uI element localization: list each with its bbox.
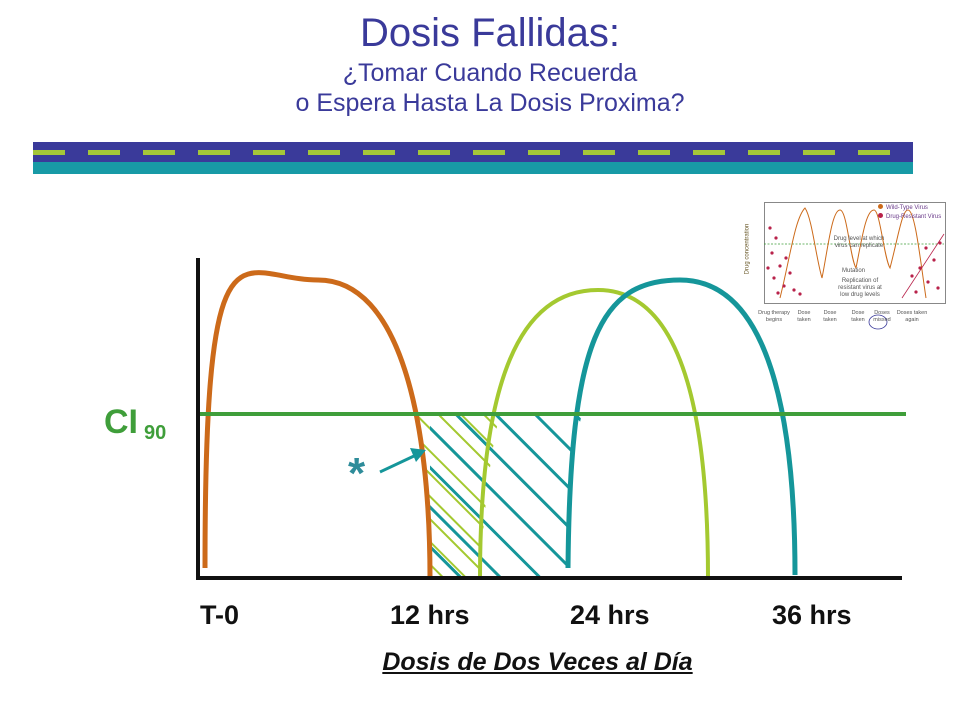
curve-dose-1	[202, 270, 433, 579]
inset-event-3: Dose taken	[851, 310, 865, 323]
inset-event-5: Doses taken again	[896, 310, 928, 323]
title-divider-bar	[33, 142, 913, 174]
inset-note-resistant-replication: Replication of resistant virus at low dr…	[838, 278, 882, 298]
hatch-area-skipped-dose	[430, 414, 582, 578]
inset-plot	[764, 207, 945, 330]
curve-dose-late	[478, 287, 710, 579]
inset-legend-item-resistant: Drug-Resistant Virus	[878, 213, 941, 222]
slide-subtitle-line2: o Espera Hasta La Dosis Proxima?	[295, 89, 685, 117]
inset-legend: Wild-Type Virus Drug-Resistant Virus	[878, 204, 941, 222]
slide-subtitle-line1: ¿Tomar Cuando Recuerda	[342, 59, 638, 87]
threshold-label: CI 90	[104, 402, 166, 447]
inset-y-axis-label: Drug concentration	[744, 223, 751, 275]
x-tick-24hrs: 24 hrs	[570, 600, 650, 630]
inset-event-1: Dose taken	[797, 310, 811, 323]
inset-frame	[764, 202, 946, 304]
inset-event-2: Dose taken	[823, 310, 837, 323]
inset-legend-item-wildtype: Wild-Type Virus	[878, 204, 941, 213]
inset-event-4: Doses missed	[873, 310, 891, 323]
curve-dose-skipped	[565, 277, 798, 576]
threshold-label-text: CI	[104, 403, 138, 441]
inset-resistance-diagram: Wild-Type Virus Drug-Resistant Virus Dru…	[744, 198, 950, 338]
inset-event-0: Drug therapy begins	[758, 310, 790, 323]
x-tick-t0: T-0	[200, 600, 240, 630]
x-tick-36hrs: 36 hrs	[772, 600, 852, 630]
divider-band-teal	[33, 162, 913, 174]
inset-note-mutation: Mutation	[842, 268, 866, 274]
inset-note-drug-level: Drug level at which virus can replicate	[833, 236, 885, 249]
asterisk-marker: *	[348, 449, 366, 498]
x-axis-label: Dosis de Dos Veces al Día	[382, 648, 693, 676]
slide-title: Dosis Fallidas:	[359, 11, 621, 55]
title-block: Dosis Fallidas: ¿Tomar Cuando Recuerda o…	[0, 8, 960, 118]
divider-dashes	[33, 150, 913, 155]
marker-arrowhead	[410, 448, 426, 462]
threshold-label-subscript: 90	[144, 422, 167, 444]
marker-arrow	[379, 454, 415, 474]
x-tick-12hrs: 12 hrs	[390, 600, 470, 630]
